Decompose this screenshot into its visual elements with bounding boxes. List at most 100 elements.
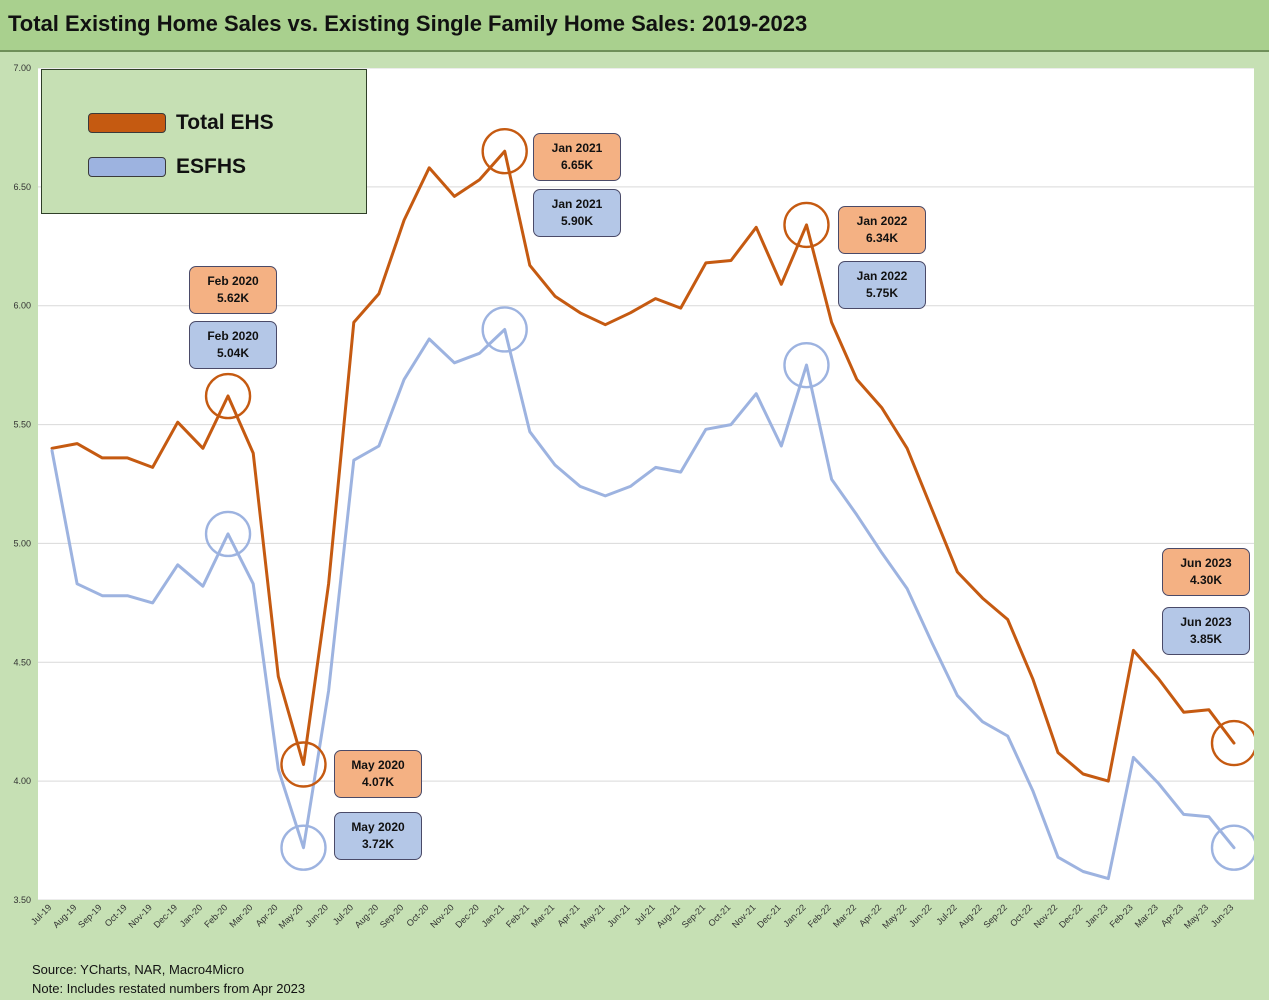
callout-value: 4.07K <box>361 775 395 789</box>
callout-label: Feb 2020 <box>207 274 259 288</box>
x-tick-label: Jun-23 <box>1209 902 1236 929</box>
y-tick-label: 3.50 <box>13 895 31 905</box>
x-tick-label: Jul-20 <box>331 902 355 926</box>
legend-label-esfhs: ESFHS <box>176 155 247 178</box>
callout-may-2020-total: May 2020 4.07K <box>334 750 422 798</box>
footer: Source: YCharts, NAR, Macro4Micro Note: … <box>32 960 305 998</box>
y-tick-label: 4.50 <box>13 657 31 667</box>
highlight-circle <box>1210 824 1254 871</box>
callout-value: 5.62K <box>216 291 250 305</box>
callout-value: 6.65K <box>560 158 594 172</box>
x-tick-label: Jan-22 <box>781 902 808 929</box>
highlight-circle <box>204 510 252 558</box>
callout-value: 4.30K <box>1189 573 1223 587</box>
x-tick-label: Jul-19 <box>29 902 53 926</box>
x-tick-label: May-23 <box>1182 902 1210 930</box>
legend-swatch-esfhs <box>88 157 166 177</box>
callout-feb-2020-esfhs: Feb 2020 5.04K <box>189 321 277 369</box>
callout-label: Feb 2020 <box>207 329 259 343</box>
x-tick-label: Feb-21 <box>504 902 531 929</box>
legend-label-total-ehs: Total EHS <box>176 111 274 134</box>
x-tick-label: Dec-22 <box>1057 902 1085 930</box>
callout-value: 3.72K <box>361 837 395 851</box>
callout-value: 3.85K <box>1189 632 1223 646</box>
y-tick-label: 5.50 <box>13 420 31 430</box>
title-bar: Total Existing Home Sales vs. Existing S… <box>0 0 1269 52</box>
x-tick-label: Aug-21 <box>655 902 683 930</box>
callout-jun-2023-esfhs: Jun 2023 3.85K <box>1162 607 1250 655</box>
x-tick-label: May-20 <box>277 902 305 930</box>
callout-label: Jun 2023 <box>1180 556 1232 570</box>
chart-title: Total Existing Home Sales vs. Existing S… <box>8 11 808 36</box>
callout-may-2020-esfhs: May 2020 3.72K <box>334 812 422 860</box>
callout-jan-2022-esfhs: Jan 2022 5.75K <box>838 261 926 309</box>
highlight-circle <box>280 741 327 788</box>
y-tick-label: 7.00 <box>13 63 31 73</box>
x-tick-label: Sep-21 <box>680 902 708 930</box>
esfhs-line <box>50 328 1236 881</box>
x-tick-label: Feb-20 <box>202 902 229 929</box>
x-tick-label: Jul-22 <box>934 902 958 926</box>
restated-note: Note: Includes restated numbers from Apr… <box>32 981 306 996</box>
callout-label: May 2020 <box>351 820 405 834</box>
callout-value: 5.75K <box>865 286 899 300</box>
callout-jan-2021-esfhs: Jan 2021 5.90K <box>533 189 621 237</box>
callout-label: Jan 2022 <box>856 214 908 228</box>
x-tick-label: Jun-21 <box>605 902 632 929</box>
x-tick-label: Aug-20 <box>353 902 381 930</box>
x-tick-label: Aug-22 <box>956 902 984 930</box>
callout-label: May 2020 <box>351 758 405 772</box>
callout-label: Jan 2021 <box>551 141 603 155</box>
x-tick-label: Jan-23 <box>1083 902 1110 929</box>
callout-jan-2021-total: Jan 2021 6.65K <box>533 133 621 181</box>
y-tick-label: 6.50 <box>13 182 31 192</box>
x-tick-label: May-22 <box>880 902 908 930</box>
x-tick-label: Sep-19 <box>76 902 104 930</box>
x-tick-label: Jan-21 <box>480 902 507 929</box>
x-tick-label: Oct-19 <box>103 902 129 928</box>
x-tick-label: Sep-22 <box>981 902 1009 930</box>
x-tick-label: Dec-21 <box>755 902 783 930</box>
x-tick-label: Apr-23 <box>1159 902 1185 928</box>
y-tick-label: 6.00 <box>13 301 31 311</box>
x-tick-label: Oct-20 <box>404 902 430 928</box>
x-tick-label: Feb-22 <box>806 902 833 929</box>
highlight-circle <box>280 824 327 871</box>
y-tick-label: 4.00 <box>13 776 31 786</box>
x-tick-label: Mar-22 <box>831 902 858 929</box>
x-tick-label: Nov-20 <box>428 902 456 930</box>
legend: Total EHS ESFHS <box>41 69 367 214</box>
callout-label: Jan 2022 <box>856 269 908 283</box>
x-tick-label: Jun-22 <box>907 902 934 929</box>
callout-label: Jun 2023 <box>1180 615 1232 629</box>
highlight-circle <box>481 127 528 175</box>
x-tick-label: Nov-21 <box>730 902 758 930</box>
callout-value: 5.90K <box>560 214 594 228</box>
x-tick-label: Sep-20 <box>378 902 406 930</box>
x-tick-label: Apr-21 <box>555 902 581 928</box>
x-tick-label: May-21 <box>578 902 606 930</box>
x-tick-label: Apr-20 <box>254 902 280 928</box>
total-ehs-line <box>50 149 1236 783</box>
x-tick-label: Aug-19 <box>51 902 79 930</box>
line-chart <box>38 68 1254 900</box>
callout-value: 5.04K <box>216 346 250 360</box>
x-tick-label: Mar-23 <box>1133 902 1160 929</box>
y-tick-label: 5.00 <box>13 538 31 548</box>
x-tick-label: Apr-22 <box>857 902 883 928</box>
legend-swatch-total-ehs <box>88 113 166 133</box>
x-tick-label: Mar-20 <box>227 902 254 929</box>
x-tick-label: Nov-19 <box>126 902 154 930</box>
x-tick-label: Dec-20 <box>453 902 481 930</box>
callout-jan-2022-total: Jan 2022 6.34K <box>838 206 926 254</box>
x-tick-label: Jun-20 <box>304 902 331 929</box>
highlight-circle <box>204 372 252 420</box>
x-tick-label: Jul-21 <box>633 902 657 926</box>
x-tick-label: Dec-19 <box>152 902 180 930</box>
highlight-circle <box>783 201 830 249</box>
x-tick-label: Oct-21 <box>706 902 732 928</box>
highlight-circle <box>783 341 830 389</box>
callout-feb-2020-total: Feb 2020 5.62K <box>189 266 277 314</box>
callout-label: Jan 2021 <box>551 197 603 211</box>
callout-value: 6.34K <box>865 231 899 245</box>
